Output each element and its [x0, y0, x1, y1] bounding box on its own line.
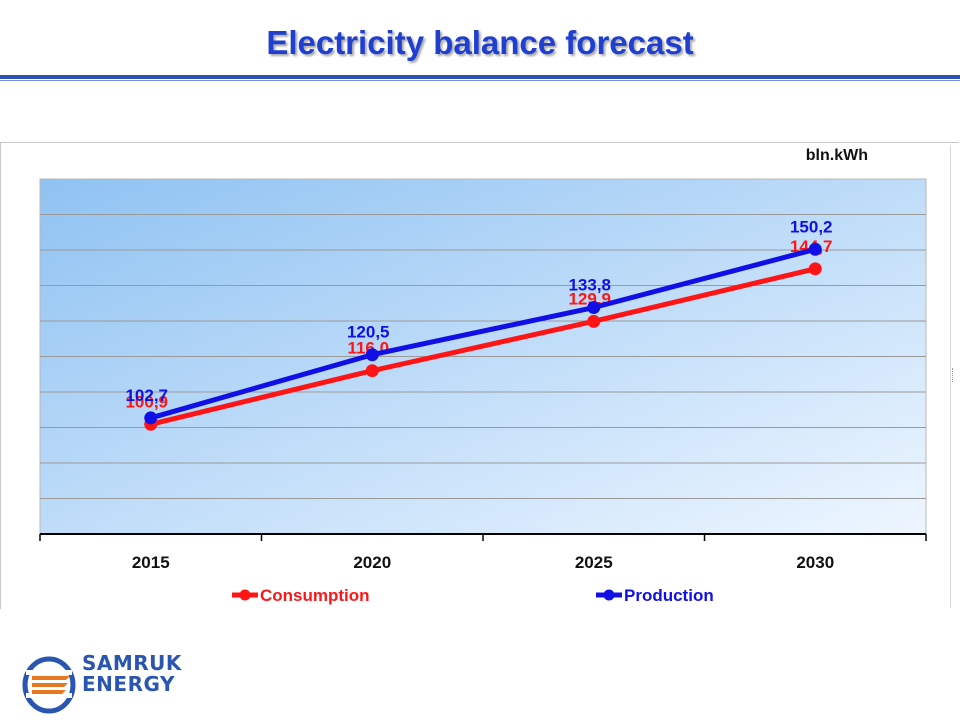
legend-label: Production [624, 586, 714, 605]
data-point [587, 314, 601, 328]
legend-item-consumption: Consumption [232, 586, 370, 605]
logo-line-1: SAMRUK [82, 651, 182, 675]
series-production: 102,7 120,5 133,8 150,2 [125, 217, 833, 425]
resize-handle [952, 368, 957, 382]
legend-swatch-marker [603, 589, 615, 601]
frame-edge [950, 146, 951, 608]
unit-label: bln.kWh [805, 147, 868, 164]
x-tick-label: 2030 [796, 553, 834, 572]
data-point [365, 364, 379, 378]
legend: Consumption Production [232, 586, 714, 605]
x-tick-label: 2015 [132, 553, 170, 572]
data-point [365, 348, 379, 362]
series-line [150, 246, 816, 421]
x-tick-label: 2020 [353, 553, 391, 572]
data-point [587, 301, 601, 315]
data-label: 100,9 [125, 392, 168, 411]
data-point [144, 411, 158, 425]
data-label: 102,7 [125, 386, 168, 405]
slide-title: Electricity balance forecast [266, 24, 694, 61]
legend-swatch-marker [239, 589, 251, 601]
samruk-energy-emblem-icon [22, 656, 76, 714]
samruk-energy-logo: SAMRUK ENERGY [22, 648, 222, 720]
x-axis: 2015 2020 2025 2030 [39, 533, 927, 572]
data-label: 120,5 [347, 323, 390, 342]
data-point [808, 262, 822, 276]
data-point [808, 242, 822, 256]
title-underline-thin [0, 80, 960, 81]
legend-item-production: Production [596, 586, 714, 605]
gridlines [40, 214, 926, 499]
x-tick-label: 2025 [575, 553, 613, 572]
data-label: 150,2 [790, 217, 833, 236]
title-underline [0, 75, 960, 79]
logo-line-2: ENERGY [82, 672, 175, 696]
logo-text: SAMRUK ENERGY [82, 653, 182, 695]
chart-frame [0, 142, 959, 609]
legend-label: Consumption [260, 586, 370, 605]
series-line [150, 266, 816, 427]
data-label: 133,8 [568, 276, 611, 295]
